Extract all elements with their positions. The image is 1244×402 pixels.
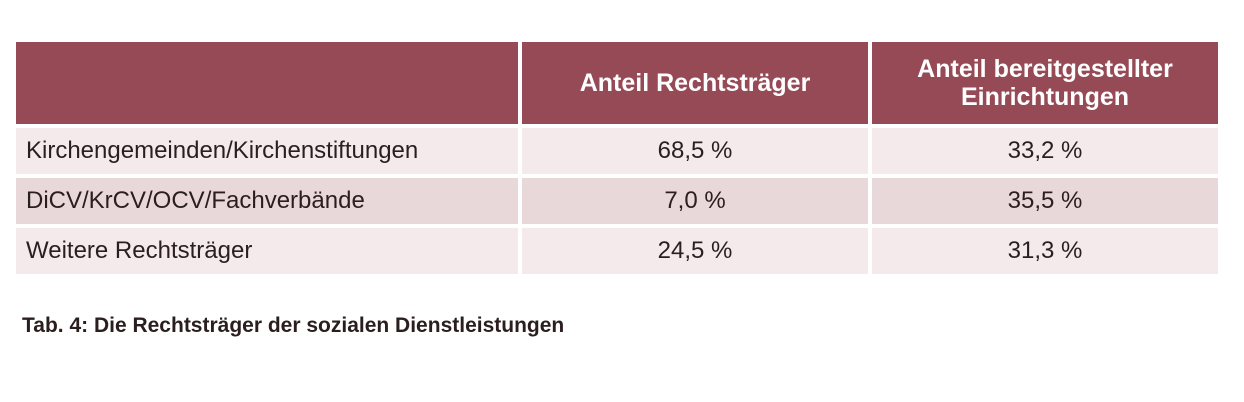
- header-label-rechtstraeger: Anteil Rechtsträger: [579, 69, 811, 97]
- table-row: Weitere Rechtsträger 24,5 % 31,3 %: [16, 228, 1218, 274]
- row-label: Weitere Rechtsträger: [16, 228, 518, 274]
- row-value-rechtstraeger: 7,0 %: [522, 178, 868, 224]
- data-table: Anteil Rechtsträger Anteil bereitgestell…: [16, 42, 1218, 274]
- row-label: DiCV/KrCV/OCV/Fachverbände: [16, 178, 518, 224]
- header-cell-einrichtungen: Anteil bereitgestellter Einrichtungen: [872, 42, 1218, 124]
- row-label: Kirchengemeinden/Kirchenstiftungen: [16, 128, 518, 174]
- table-row: Kirchengemeinden/Kirchenstiftungen 68,5 …: [16, 128, 1218, 174]
- row-value-rechtstraeger: 24,5 %: [522, 228, 868, 274]
- row-value-einrichtungen: 33,2 %: [872, 128, 1218, 174]
- table-header-row: Anteil Rechtsträger Anteil bereitgestell…: [16, 42, 1218, 124]
- table-caption: Tab. 4: Die Rechtsträger der sozialen Di…: [22, 314, 565, 337]
- row-value-einrichtungen: 35,5 %: [872, 178, 1218, 224]
- header-label-einrichtungen: Anteil bereitgestellter Einrichtungen: [917, 55, 1173, 111]
- table-row: DiCV/KrCV/OCV/Fachverbände 7,0 % 35,5 %: [16, 178, 1218, 224]
- row-value-rechtstraeger: 68,5 %: [522, 128, 868, 174]
- header-cell-rechtstraeger: Anteil Rechtsträger: [522, 42, 868, 124]
- row-value-einrichtungen: 31,3 %: [872, 228, 1218, 274]
- header-cell-empty: [16, 42, 518, 124]
